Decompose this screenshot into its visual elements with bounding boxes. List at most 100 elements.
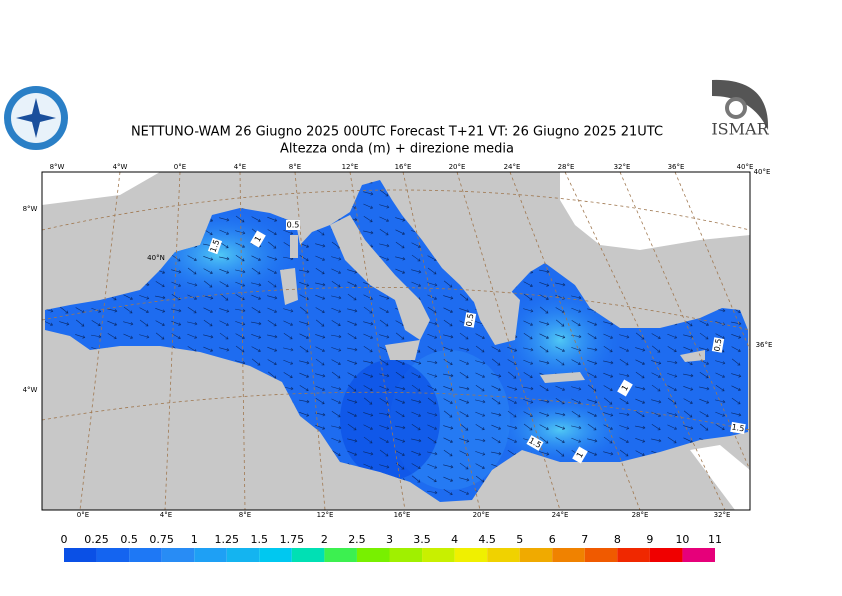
arrow-shape bbox=[731, 385, 741, 391]
direction-arrow bbox=[203, 280, 213, 288]
arrow-shape bbox=[45, 308, 54, 313]
direction-arrow bbox=[619, 425, 630, 430]
arrow-shape bbox=[555, 319, 565, 327]
direction-arrow bbox=[379, 358, 389, 366]
direction-arrow bbox=[491, 385, 501, 391]
map bbox=[42, 172, 750, 510]
direction-arrow bbox=[635, 425, 646, 430]
arrow-shape bbox=[91, 320, 101, 327]
arrow-shape bbox=[603, 412, 614, 417]
graticule bbox=[42, 172, 750, 510]
colorbar-label: 0 bbox=[61, 533, 68, 546]
arrow-shape bbox=[283, 229, 294, 235]
direction-arrow bbox=[347, 399, 358, 404]
arrow-shape bbox=[315, 268, 325, 275]
direction-arrow bbox=[475, 345, 485, 353]
arrow-shape bbox=[331, 386, 342, 391]
arrow-shape bbox=[363, 451, 374, 456]
direction-arrow bbox=[715, 424, 725, 431]
direction-arrow bbox=[203, 346, 214, 352]
direction-arrow bbox=[283, 332, 293, 340]
direction-arrow bbox=[651, 399, 662, 404]
direction-arrow bbox=[603, 424, 613, 430]
colorbar-cell bbox=[194, 548, 227, 562]
arrow-shape bbox=[427, 282, 438, 287]
direction-arrow bbox=[443, 449, 453, 457]
direction-arrow bbox=[587, 320, 598, 326]
arrow-shape bbox=[571, 386, 582, 391]
direction-arrow bbox=[395, 256, 406, 261]
turkey-coast bbox=[545, 255, 590, 300]
colorbar-label: 0.75 bbox=[149, 533, 174, 546]
direction-arrow bbox=[523, 372, 533, 379]
arrow-shape bbox=[587, 320, 598, 326]
direction-arrow bbox=[379, 385, 390, 391]
arrow-shape bbox=[251, 321, 262, 326]
direction-arrow bbox=[347, 293, 357, 301]
direction-arrow bbox=[379, 373, 390, 378]
arrow-shape bbox=[155, 320, 165, 327]
direction-arrow bbox=[603, 385, 613, 392]
arrow-shape bbox=[603, 360, 614, 365]
arrow-shape bbox=[123, 333, 134, 339]
arrow-shape bbox=[459, 347, 470, 352]
arrow-shape bbox=[187, 333, 198, 339]
bottom-geo-label: 4°E bbox=[160, 511, 172, 519]
direction-arrow bbox=[45, 320, 53, 326]
direction-arrow bbox=[267, 268, 277, 274]
arrow-shape bbox=[587, 360, 598, 365]
arrow-shape bbox=[139, 295, 150, 300]
arrow-shape bbox=[379, 412, 390, 417]
arrow-shape bbox=[187, 267, 197, 275]
top-geo-label: 12°E bbox=[342, 163, 359, 171]
arrow-shape bbox=[379, 334, 390, 339]
arrow-shape bbox=[331, 295, 342, 300]
arrow-shape bbox=[251, 346, 261, 353]
direction-arrow bbox=[619, 437, 629, 444]
arrow-shape bbox=[171, 308, 182, 313]
direction-arrow bbox=[299, 385, 309, 392]
direction-arrow bbox=[107, 320, 118, 326]
arrow-shape bbox=[651, 411, 662, 417]
arrow-shape bbox=[299, 399, 310, 404]
arrow-shape bbox=[347, 423, 357, 431]
right-geo-label: 36°E bbox=[756, 341, 773, 349]
arrow-shape bbox=[651, 345, 661, 353]
arrow-shape bbox=[539, 424, 549, 431]
direction-arrow bbox=[235, 215, 245, 223]
arrow-shape bbox=[267, 256, 278, 261]
direction-arrow bbox=[395, 371, 405, 379]
arrow-shape bbox=[427, 346, 437, 353]
direction-arrow bbox=[331, 268, 341, 274]
direction-arrow bbox=[203, 268, 213, 275]
top-geo-label: 36°E bbox=[668, 163, 685, 171]
direction-arrow bbox=[539, 333, 549, 339]
arrow-shape bbox=[491, 373, 502, 378]
arrow-shape bbox=[315, 373, 326, 378]
arrow-shape bbox=[555, 424, 566, 430]
contour-label-text: 1 bbox=[575, 451, 585, 460]
direction-arrow bbox=[331, 437, 342, 443]
arrow-shape bbox=[731, 358, 741, 366]
direction-arrow bbox=[299, 255, 309, 262]
arrow-shape bbox=[475, 399, 486, 404]
direction-arrow bbox=[619, 412, 630, 417]
arrow-shape bbox=[187, 255, 197, 262]
direction-arrow bbox=[443, 489, 453, 496]
direction-arrow bbox=[427, 282, 438, 287]
colorbar-cell bbox=[617, 548, 650, 562]
arrow-shape bbox=[475, 345, 485, 353]
arrow-shape bbox=[475, 372, 485, 378]
colorbar-cell bbox=[584, 548, 618, 562]
direction-arrow bbox=[539, 399, 550, 404]
arrow-shape bbox=[187, 321, 198, 326]
direction-arrow bbox=[363, 372, 374, 378]
direction-arrow bbox=[459, 489, 470, 495]
arrow-shape bbox=[283, 320, 293, 326]
arrow-shape bbox=[203, 268, 213, 275]
direction-arrow bbox=[155, 308, 166, 313]
direction-arrow bbox=[235, 281, 246, 287]
arrow-shape bbox=[299, 321, 310, 326]
arrow-shape bbox=[411, 254, 421, 262]
title: NETTUNO-WAM 26 Giugno 2025 00UTC Forecas… bbox=[131, 125, 663, 140]
